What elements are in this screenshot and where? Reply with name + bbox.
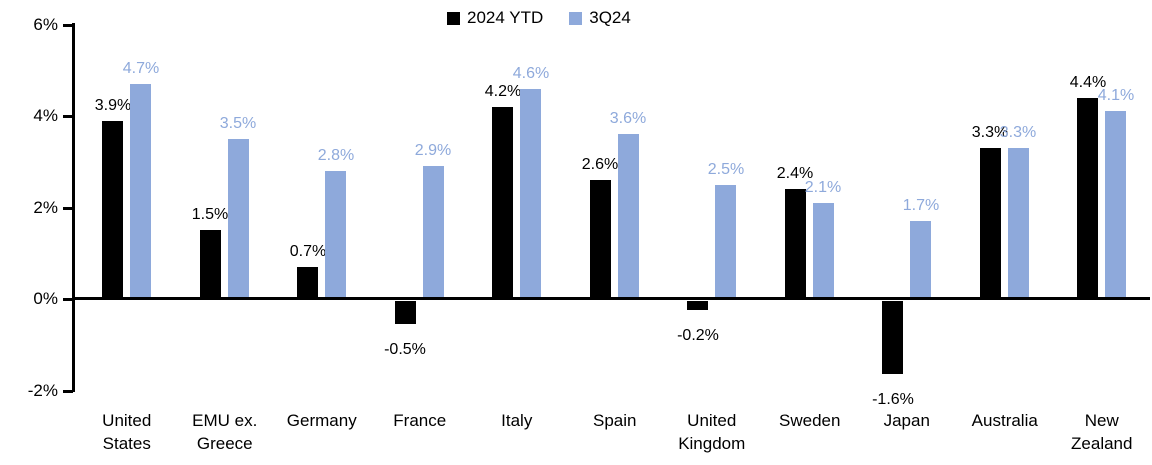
bar-3q24 bbox=[227, 139, 249, 299]
bar-2024-ytd bbox=[687, 301, 709, 310]
bar-2024-ytd bbox=[1077, 98, 1099, 299]
bar-label: 3.3% bbox=[999, 124, 1037, 141]
bar-label: 4.6% bbox=[512, 65, 550, 82]
y-tick-label: -2% bbox=[27, 381, 58, 400]
category-label: United States bbox=[102, 411, 152, 453]
bar-label: -0.5% bbox=[384, 341, 426, 358]
bar-label: 2.5% bbox=[707, 161, 745, 178]
category-label: Italy bbox=[501, 411, 533, 430]
bar-2024-ytd bbox=[979, 148, 1001, 299]
bar-3q24 bbox=[1105, 111, 1127, 299]
bar-label: -0.2% bbox=[677, 327, 719, 344]
category-label: Sweden bbox=[779, 411, 841, 430]
legend-label-2024-ytd: 2024 YTD bbox=[467, 8, 544, 27]
legend-label-3q24: 3Q24 bbox=[589, 8, 631, 27]
bar-label: 2.9% bbox=[414, 142, 452, 159]
legend-item-2024-ytd: 2024 YTD bbox=[447, 8, 543, 28]
x-axis-line bbox=[72, 297, 1150, 300]
bar-2024-ytd bbox=[199, 230, 221, 299]
bar-label: 0.7% bbox=[289, 243, 327, 260]
bar-label: 2.1% bbox=[804, 179, 842, 196]
bar-label: 2.8% bbox=[317, 147, 355, 164]
y-axis-line bbox=[72, 23, 75, 392]
y-tick-label: 0% bbox=[33, 289, 58, 308]
bar-label: 4.1% bbox=[1097, 87, 1135, 104]
bar-2024-ytd bbox=[102, 121, 124, 299]
bar-label: 3.9% bbox=[94, 97, 132, 114]
category-label: Japan bbox=[883, 411, 930, 430]
category-label: France bbox=[393, 411, 447, 430]
bar-3q24 bbox=[910, 221, 932, 299]
bar-2024-ytd bbox=[394, 301, 416, 324]
bar-3q24 bbox=[1007, 148, 1029, 299]
legend-swatch-2024-ytd-icon bbox=[447, 11, 460, 25]
bar-3q24 bbox=[617, 134, 639, 299]
bar-label: 4.2% bbox=[484, 83, 522, 100]
category-label: EMU ex. Greece bbox=[192, 411, 258, 453]
bar-3q24 bbox=[715, 185, 737, 299]
y-tick-label: 2% bbox=[33, 198, 58, 217]
bar-label: 3.6% bbox=[609, 110, 647, 127]
bar-label: 4.4% bbox=[1069, 74, 1107, 91]
chart-legend: 2024 YTD 3Q24 bbox=[447, 8, 631, 28]
bar-2024-ytd bbox=[297, 267, 319, 299]
bar-label: 4.7% bbox=[122, 60, 160, 77]
bar-2024-ytd bbox=[492, 107, 514, 299]
bar-3q24 bbox=[812, 203, 834, 299]
bar-3q24 bbox=[325, 171, 347, 299]
bar-3q24 bbox=[520, 89, 542, 299]
category-label: Germany bbox=[286, 411, 357, 430]
bar-3q24 bbox=[422, 166, 444, 299]
bar-2024-ytd bbox=[589, 180, 611, 299]
bar-2024-ytd bbox=[784, 189, 806, 299]
legend-item-3q24: 3Q24 bbox=[569, 8, 631, 28]
y-tick-label: 6% bbox=[33, 15, 58, 34]
bar-label: 2.6% bbox=[581, 156, 619, 173]
category-label: New Zealand bbox=[1071, 411, 1133, 453]
y-axis-tick bbox=[63, 298, 73, 301]
bar-label: 1.7% bbox=[902, 197, 940, 214]
bar-label: 3.3% bbox=[971, 124, 1009, 141]
category-label: Australia bbox=[971, 411, 1038, 430]
y-axis-tick bbox=[63, 390, 73, 393]
y-tick-label: 4% bbox=[33, 106, 58, 125]
category-label: Spain bbox=[593, 411, 637, 430]
legend-swatch-3q24-icon bbox=[569, 11, 583, 25]
category-label: United Kingdom bbox=[678, 411, 746, 453]
bar-label: -1.6% bbox=[872, 391, 914, 408]
y-axis-tick bbox=[63, 24, 73, 27]
y-axis-tick bbox=[63, 207, 73, 210]
bar-2024-ytd bbox=[882, 301, 904, 374]
bar-label: 2.4% bbox=[776, 165, 814, 182]
bar-3q24 bbox=[130, 84, 152, 299]
y-axis-tick bbox=[63, 115, 73, 118]
bar-label: 1.5% bbox=[191, 206, 229, 223]
bar-label: 3.5% bbox=[219, 115, 257, 132]
